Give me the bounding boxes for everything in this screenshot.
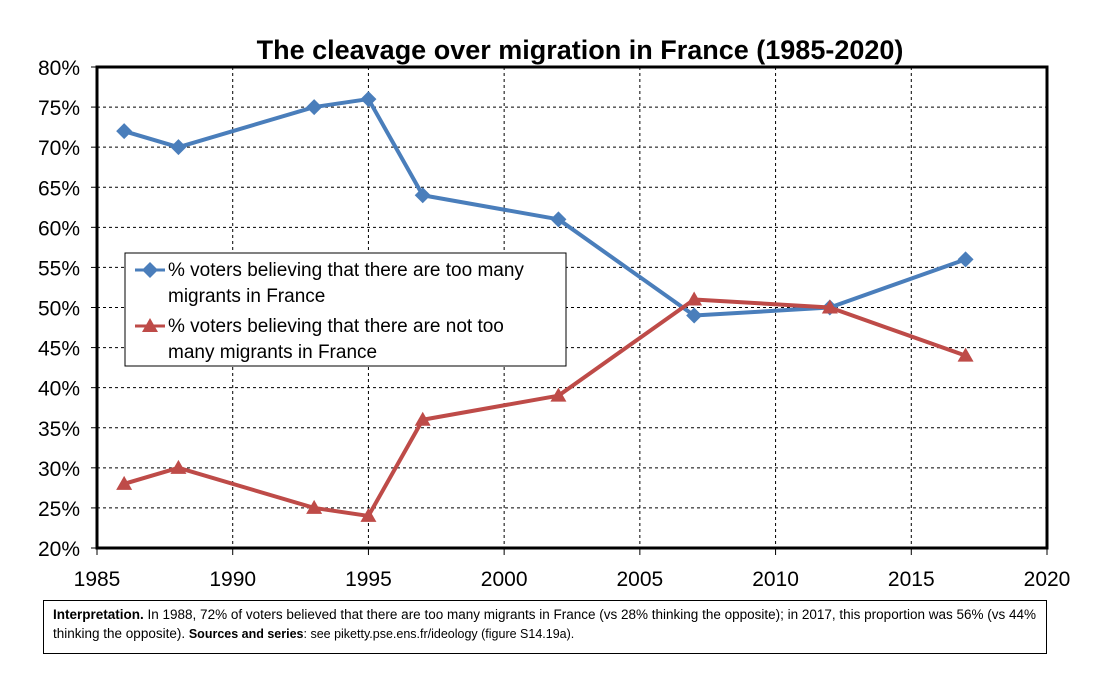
- sources-text: : see piketty.pse.ens.fr/ideology (figur…: [303, 627, 575, 641]
- series-1-point: [306, 99, 323, 116]
- x-tick-label: 2015: [888, 568, 935, 591]
- series-1-point: [360, 91, 377, 108]
- legend-label: % voters believing that there are not to…: [168, 316, 504, 337]
- x-tick-label: 1990: [209, 568, 256, 591]
- series-1-point: [550, 211, 567, 228]
- series-2-point: [550, 387, 567, 402]
- series-1-point: [170, 139, 187, 156]
- x-tick-label: 1985: [74, 568, 121, 591]
- y-tick-label: 20%: [38, 538, 80, 561]
- y-tick-label: 80%: [38, 57, 80, 80]
- series-1-point: [414, 187, 431, 204]
- y-tick-label: 65%: [38, 177, 80, 200]
- legend-box: [124, 252, 567, 367]
- y-tick-label: 70%: [38, 137, 80, 160]
- y-tick-label: 55%: [38, 257, 80, 280]
- gridlines: [97, 67, 1047, 548]
- series-2-point: [170, 459, 187, 474]
- x-tick-label: 2000: [481, 568, 528, 591]
- legend-label: % voters believing that there are too ma…: [168, 260, 524, 281]
- y-tick-label: 45%: [38, 338, 80, 361]
- y-tick-label: 25%: [38, 498, 80, 521]
- sources-label: Sources and series: [188, 627, 304, 641]
- y-tick-label: 50%: [38, 298, 80, 321]
- y-tick-label: 40%: [38, 378, 80, 401]
- x-tick-label: 2005: [616, 568, 663, 591]
- series-2-point: [957, 347, 974, 362]
- series-1-point: [686, 307, 703, 324]
- x-tick-label: 2010: [752, 568, 799, 591]
- axis-ticks: 1985 1990 1995 2000 2005 2010 2015 2020 20% 25% 30…: [38, 57, 1070, 591]
- series-1-point: [957, 251, 974, 268]
- legend-label: many migrants in France: [168, 342, 377, 363]
- y-tick-label: 60%: [38, 217, 80, 240]
- series-1: [116, 91, 974, 324]
- legend-swatch-marker: [142, 262, 158, 278]
- series-1-point: [116, 123, 133, 140]
- y-tick-label: 75%: [38, 97, 80, 120]
- interpretation-note: Interpretation. In 1988, 72% of voters b…: [43, 600, 1047, 654]
- legend-entry-1: % voters believing that there are too ma…: [135, 260, 524, 307]
- series-layer: [116, 91, 974, 522]
- chart-title: The cleavage over migration in France (1…: [257, 35, 904, 65]
- x-tick-label: 2020: [1024, 568, 1071, 591]
- legend-swatch-marker: [142, 318, 158, 332]
- y-tick-label: 35%: [38, 418, 80, 441]
- y-tick-label: 30%: [38, 458, 80, 481]
- legend-entry-2: % voters believing that there are not to…: [135, 316, 504, 363]
- legend-label: migrants in France: [168, 286, 325, 307]
- interpretation-label: Interpretation.: [53, 607, 144, 622]
- series-2: [116, 291, 974, 522]
- series-2-point: [686, 291, 703, 306]
- series-2-point: [414, 411, 431, 426]
- series-2-point: [821, 299, 838, 314]
- series-2-point: [306, 499, 323, 514]
- line-chart: The cleavage over migration in France (1…: [38, 35, 1070, 591]
- x-tick-label: 1995: [345, 568, 392, 591]
- interpretation-text: In 1988, 72% of voters believed that the…: [53, 607, 1037, 641]
- series-2-point: [116, 475, 133, 490]
- legend: % voters believing that there are too ma…: [124, 252, 567, 367]
- series-2-point: [360, 507, 377, 522]
